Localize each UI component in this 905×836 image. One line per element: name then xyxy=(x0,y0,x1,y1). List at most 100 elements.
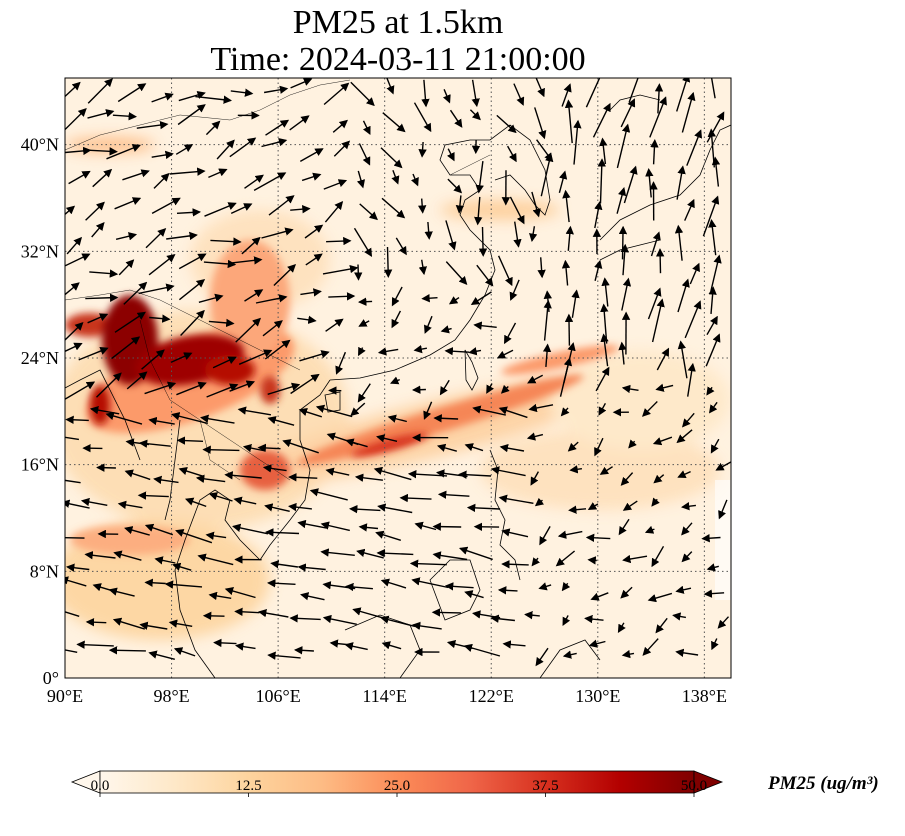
wind-arrow xyxy=(176,208,201,217)
wind-arrow xyxy=(458,470,492,479)
wind-arrow xyxy=(650,231,661,257)
wind-arrow xyxy=(382,112,406,133)
wind-arrow xyxy=(289,115,310,131)
wind-arrow xyxy=(297,563,326,572)
wind-arrow xyxy=(154,556,176,565)
colorbar-tick-label: 12.5 xyxy=(235,778,262,794)
colorbar-tick-label: 0.0 xyxy=(90,778,110,794)
wind-arrow xyxy=(332,119,348,133)
wind-arrow xyxy=(584,614,604,624)
wind-arrow xyxy=(391,310,402,329)
wind-arrow xyxy=(175,528,213,544)
lon-tick-label: 98°E xyxy=(153,686,189,706)
wind-arrow xyxy=(444,347,470,356)
wind-arrow xyxy=(490,466,526,477)
wind-arrow xyxy=(587,502,599,511)
wind-arrow xyxy=(498,494,534,504)
wind-arrow xyxy=(358,297,373,306)
wind-arrow xyxy=(432,551,468,561)
wind-arrow xyxy=(594,201,603,229)
wind-arrow xyxy=(232,523,269,535)
wind-arrow xyxy=(464,590,484,599)
wind-arrow xyxy=(205,531,227,540)
wind-arrow xyxy=(195,474,226,483)
wind-arrow xyxy=(681,502,696,511)
wind-arrow xyxy=(178,279,206,301)
lat-axis: 0° 8°N 16°N 24°N 32°N 40°N xyxy=(21,135,59,688)
wind-arrow xyxy=(413,102,432,133)
wind-arrow xyxy=(558,170,568,193)
wind-arrow xyxy=(557,530,583,539)
wind-arrow xyxy=(224,586,256,599)
wind-arrow xyxy=(297,315,317,324)
lat-tick-label: 32°N xyxy=(21,241,59,261)
wind-arrow xyxy=(590,592,609,601)
wind-arrow xyxy=(290,373,320,395)
wind-arrow xyxy=(718,499,728,520)
wind-arrow xyxy=(449,109,463,128)
wind-arrow xyxy=(87,109,115,119)
wind-arrow xyxy=(113,550,142,561)
wind-arrow xyxy=(326,236,352,246)
wind-arrow xyxy=(436,443,457,452)
wind-arrow xyxy=(96,463,116,472)
map-title: PM25 at 1.5km xyxy=(292,4,504,41)
wind-arrow xyxy=(89,269,119,278)
wind-arrow xyxy=(564,99,574,144)
wind-arrow xyxy=(108,646,146,655)
wind-arrow xyxy=(294,646,314,655)
wind-arrow xyxy=(496,114,517,134)
wind-arrow xyxy=(458,546,493,561)
wind-arrow xyxy=(455,195,465,214)
wind-arrow xyxy=(568,505,587,514)
wind-arrow xyxy=(537,257,546,279)
wind-arrow xyxy=(115,232,138,241)
wind-arrow xyxy=(85,617,107,627)
wind-arrow xyxy=(620,472,634,486)
wind-arrow xyxy=(153,475,179,485)
wind-arrow xyxy=(322,614,357,625)
wind-arrow xyxy=(386,78,395,95)
wind-arrow xyxy=(684,198,695,221)
wind-arrow xyxy=(65,205,76,216)
wind-arrow xyxy=(677,470,691,479)
wind-arrow xyxy=(114,311,146,333)
wind-arrow xyxy=(304,224,324,239)
wind-arrow xyxy=(333,140,351,157)
wind-arrow xyxy=(395,237,407,256)
wind-arrow xyxy=(600,333,609,367)
wind-arrow xyxy=(560,407,570,417)
wind-arrow xyxy=(136,120,169,130)
wind-arrow xyxy=(710,438,720,454)
wind-arrow xyxy=(358,143,371,166)
wind-arrow xyxy=(628,78,639,103)
wind-arrow xyxy=(474,196,483,226)
wind-arrow xyxy=(506,145,517,163)
wind-arrow xyxy=(656,347,670,371)
wind-arrow xyxy=(445,220,457,251)
wind-arrow xyxy=(175,144,194,155)
wind-arrow xyxy=(448,296,460,305)
wind-arrow xyxy=(708,219,717,256)
wind-arrow xyxy=(376,434,398,443)
wind-arrow xyxy=(620,243,629,276)
wind-arrow xyxy=(412,385,426,394)
wind-arrow xyxy=(65,342,83,353)
wind-arrow xyxy=(418,198,427,214)
wind-arrow xyxy=(267,579,296,588)
wind-arrow xyxy=(642,401,658,417)
wind-arrow xyxy=(78,347,109,361)
wind-arrow xyxy=(357,383,371,403)
wind-arrow xyxy=(144,578,166,587)
wind-arrow xyxy=(655,383,674,392)
wind-arrow xyxy=(124,469,151,481)
wind-arrow xyxy=(647,287,662,320)
wind-arrow xyxy=(470,291,492,306)
wind-arrow xyxy=(261,138,288,148)
wind-arrow xyxy=(513,221,522,248)
wind-arrow xyxy=(298,407,323,418)
wind-arrow xyxy=(122,169,150,181)
wind-arrow xyxy=(681,412,695,428)
wind-arrow xyxy=(534,497,545,507)
wind-arrow xyxy=(380,615,416,628)
